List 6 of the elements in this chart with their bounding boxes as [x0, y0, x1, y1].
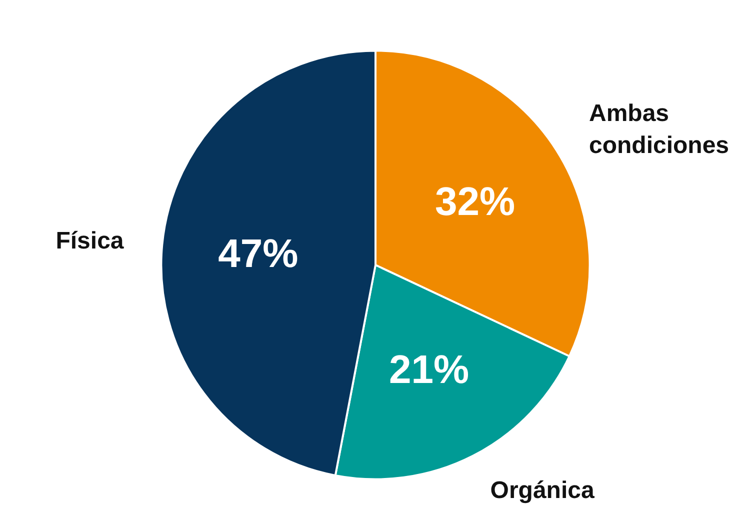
data-label: 47% — [218, 232, 298, 276]
slice-label: Ambas condiciones — [588, 100, 730, 160]
slice-label: Física — [56, 228, 124, 255]
slice-label: Orgánica — [490, 476, 595, 504]
data-label: 32% — [434, 180, 516, 224]
data-label: 21% — [388, 348, 470, 392]
